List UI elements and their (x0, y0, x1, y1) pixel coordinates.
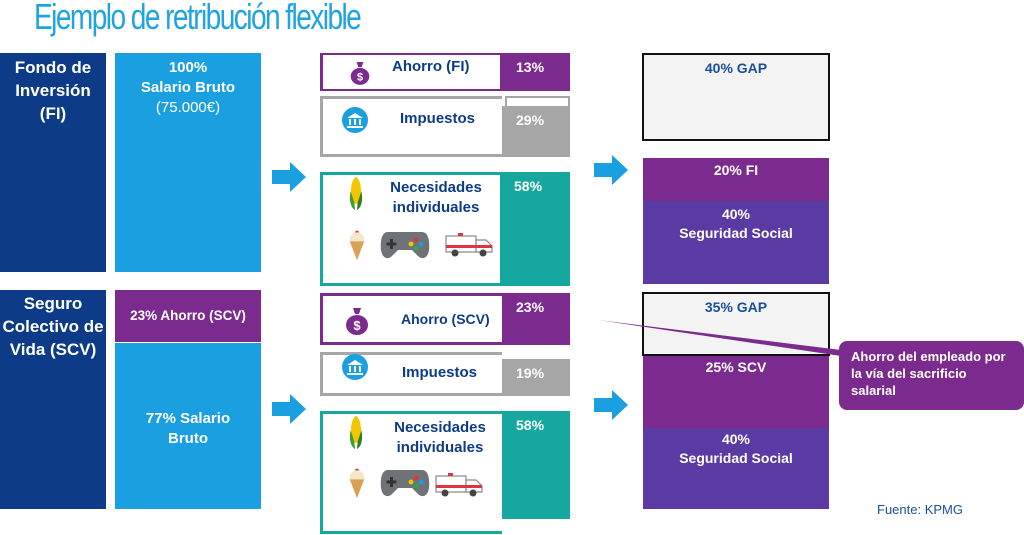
fi-impuestos-pct: 29% (502, 106, 570, 157)
fi-salary-label: Salario Bruto (140, 79, 236, 96)
government-building-icon (342, 107, 368, 133)
scv-ahorro-pct: 23% (502, 293, 570, 345)
scv-ahorro-frame (320, 293, 502, 345)
scv-impuestos-frame (320, 352, 502, 396)
scv-label-box: Seguro Colectivo de Vida (SCV) (0, 290, 106, 509)
money-bag-icon (344, 302, 370, 340)
scv-ss-pct: 40% (721, 431, 751, 447)
scv-salary-box: 77% Salario Bruto (115, 343, 261, 509)
money-bag-icon (349, 60, 371, 86)
scv-arrow-icon (272, 392, 306, 426)
fi-necesidades-pct: 58% (500, 172, 570, 286)
ambulance-icon (444, 232, 494, 258)
scv-necesidades-frame (320, 411, 502, 534)
fi-salary-pct: 100% (168, 59, 208, 76)
scv-result-arrow-icon (594, 388, 628, 422)
government-building-icon (342, 354, 368, 380)
scv-necesidades-pct: 58% (502, 411, 570, 519)
scv-fund-box: 25% SCV (643, 345, 829, 428)
fi-impuestos-frame (320, 96, 502, 157)
scv-impuestos-pct: 19% (502, 359, 570, 396)
ice-cream-icon (348, 228, 366, 262)
scv-necesidades-label: Necesidades individuales (394, 419, 486, 456)
source-note: Fuente: KPMG (877, 502, 963, 517)
fi-ahorro-pct: 13% (502, 53, 570, 91)
fi-necesidades-label: Necesidades individuales (390, 179, 482, 216)
scv-callout: Ahorro del empleado por la vía del sacri… (839, 341, 1024, 410)
gamepad-icon (380, 466, 430, 500)
gamepad-icon (380, 228, 430, 262)
fi-impuestos-top-frame (505, 96, 570, 106)
fi-ss-box: 40% Seguridad Social (643, 201, 829, 284)
fi-ss-label: Seguridad Social (679, 225, 793, 241)
scv-ss-label: Seguridad Social (679, 450, 793, 466)
fi-ss-pct: 40% (721, 206, 751, 222)
callout-pointer (598, 320, 841, 356)
fi-impuestos-label: Impuestos (400, 110, 476, 127)
fi-result-arrow-icon (594, 153, 628, 187)
fi-arrow-icon (272, 160, 306, 194)
fi-ahorro-frame (320, 53, 502, 91)
ambulance-icon (434, 472, 484, 498)
scv-ss-box: 40% Seguridad Social (643, 428, 829, 509)
fi-ahorro-label: Ahorro (FI) (392, 58, 470, 75)
fi-gap-box: 40% GAP (642, 53, 830, 141)
fi-salary-amount: (75.000€) (155, 99, 221, 116)
ice-cream-icon (348, 466, 366, 500)
corn-icon (347, 175, 365, 211)
corn-icon (347, 414, 365, 450)
scv-ahorro-label: Ahorro (SCV) (401, 311, 490, 327)
scv-savings-box: 23% Ahorro (SCV) (115, 290, 261, 342)
fi-fund-box: 20% FI (643, 158, 829, 201)
fi-label-box: Fondo de Inversión (FI) (0, 53, 106, 272)
fi-necesidades-frame (320, 172, 502, 286)
page-title: Ejemplo de retribución flexible (34, 0, 362, 37)
scv-impuestos-label: Impuestos (402, 364, 478, 381)
fi-salary-box: 100% Salario Bruto (75.000€) (115, 53, 261, 272)
